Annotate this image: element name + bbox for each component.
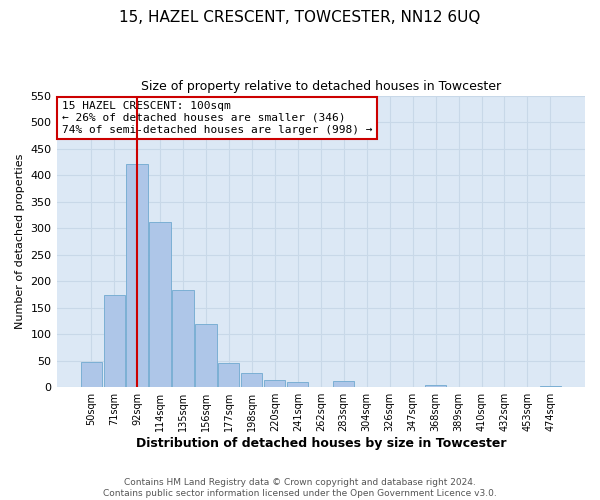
- Bar: [425, 385, 446, 387]
- Bar: [172, 290, 194, 387]
- Bar: [196, 324, 217, 387]
- Bar: [241, 373, 262, 387]
- Text: Contains HM Land Registry data © Crown copyright and database right 2024.
Contai: Contains HM Land Registry data © Crown c…: [103, 478, 497, 498]
- Bar: [333, 381, 354, 387]
- Title: Size of property relative to detached houses in Towcester: Size of property relative to detached ho…: [141, 80, 501, 93]
- X-axis label: Distribution of detached houses by size in Towcester: Distribution of detached houses by size …: [136, 437, 506, 450]
- Bar: [104, 295, 125, 387]
- Bar: [287, 382, 308, 387]
- Bar: [264, 380, 286, 387]
- Y-axis label: Number of detached properties: Number of detached properties: [15, 154, 25, 329]
- Bar: [127, 164, 148, 387]
- Bar: [218, 363, 239, 387]
- Text: 15 HAZEL CRESCENT: 100sqm
← 26% of detached houses are smaller (346)
74% of semi: 15 HAZEL CRESCENT: 100sqm ← 26% of detac…: [62, 102, 373, 134]
- Bar: [540, 386, 561, 387]
- Bar: [149, 222, 170, 387]
- Bar: [80, 362, 101, 387]
- Text: 15, HAZEL CRESCENT, TOWCESTER, NN12 6UQ: 15, HAZEL CRESCENT, TOWCESTER, NN12 6UQ: [119, 10, 481, 25]
